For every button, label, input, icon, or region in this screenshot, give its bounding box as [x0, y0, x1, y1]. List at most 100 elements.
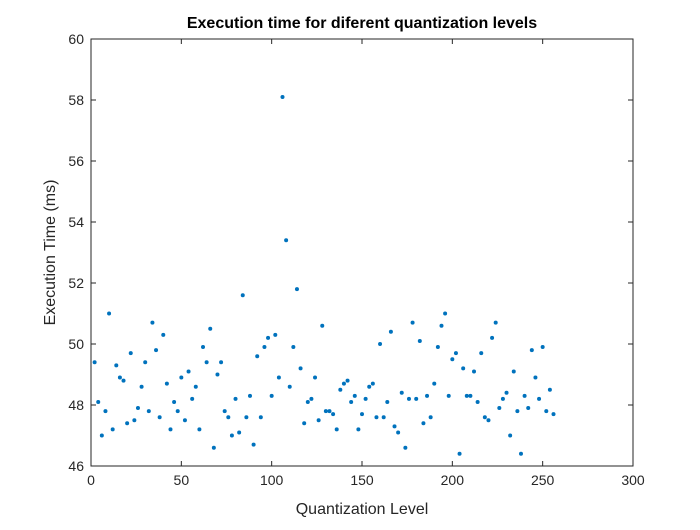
data-point: [287, 384, 292, 389]
y-tick-label: 52: [68, 275, 84, 291]
data-point: [472, 369, 477, 374]
x-tick-label: 200: [441, 472, 465, 488]
data-point: [381, 415, 386, 420]
data-point: [417, 338, 422, 343]
y-tick-label: 60: [68, 31, 84, 47]
data-point: [352, 393, 357, 398]
data-point: [298, 366, 303, 371]
data-point: [114, 363, 119, 368]
data-point: [182, 418, 187, 423]
data-point: [334, 427, 339, 432]
data-point: [143, 360, 148, 365]
data-point: [229, 433, 234, 438]
x-tick-label: 0: [87, 472, 95, 488]
data-point: [518, 451, 523, 456]
data-point: [370, 381, 375, 386]
data-point: [121, 378, 126, 383]
data-point: [146, 409, 151, 414]
data-point: [388, 329, 393, 334]
data-point: [450, 357, 455, 362]
data-point: [305, 399, 310, 404]
data-point: [269, 393, 274, 398]
data-point: [168, 427, 173, 432]
data-point: [443, 311, 448, 316]
data-point: [482, 415, 487, 420]
y-axis-ticks: 46 48 50 52 54 56 58 60: [68, 31, 633, 474]
data-point: [331, 412, 336, 417]
data-point: [435, 345, 440, 350]
data-point: [186, 369, 191, 374]
data-point: [240, 293, 245, 298]
data-point: [544, 409, 549, 414]
data-point: [154, 348, 159, 353]
data-point: [537, 396, 542, 401]
data-point: [222, 409, 227, 414]
y-tick-label: 50: [68, 336, 84, 352]
y-tick-label: 46: [68, 458, 84, 474]
data-point: [284, 238, 289, 243]
x-tick-label: 150: [350, 472, 374, 488]
data-point: [453, 351, 458, 356]
data-point: [396, 430, 401, 435]
data-point: [92, 360, 97, 365]
data-point: [103, 409, 108, 414]
data-point: [204, 360, 209, 365]
data-point: [439, 323, 444, 328]
data-point: [414, 396, 419, 401]
data-point: [327, 409, 332, 414]
data-point: [374, 415, 379, 420]
data-point: [309, 396, 314, 401]
data-point: [280, 94, 285, 99]
data-point: [468, 393, 473, 398]
data-point: [201, 345, 206, 350]
data-point: [266, 335, 271, 340]
data-point: [150, 320, 155, 325]
data-point: [432, 381, 437, 386]
data-point: [515, 409, 520, 414]
data-point: [446, 393, 451, 398]
data-point: [164, 381, 169, 386]
data-point: [425, 393, 430, 398]
data-point: [226, 415, 231, 420]
data-point: [247, 393, 252, 398]
data-point: [338, 387, 343, 392]
data-point: [323, 409, 328, 414]
data-point: [276, 375, 281, 380]
data-point: [360, 412, 364, 417]
data-point: [320, 323, 325, 328]
data-point: [399, 390, 404, 395]
chart-title: Execution time for diferent quantization…: [187, 15, 537, 32]
data-point: [522, 393, 527, 398]
data-point: [406, 396, 411, 401]
data-point: [262, 345, 267, 350]
x-tick-label: 300: [621, 472, 645, 488]
data-point: [244, 415, 249, 420]
data-point: [128, 351, 133, 356]
data-point: [215, 372, 220, 377]
data-point: [486, 418, 491, 423]
data-point: [475, 399, 480, 404]
data-point: [356, 427, 361, 432]
data-points: [92, 94, 556, 456]
y-tick-label: 54: [68, 214, 84, 230]
data-point: [403, 445, 408, 450]
y-tick-label: 56: [68, 153, 84, 169]
data-point: [511, 369, 516, 374]
data-point: [157, 415, 162, 420]
data-point: [457, 451, 462, 456]
data-point: [175, 409, 180, 414]
data-point: [529, 348, 534, 353]
data-point: [99, 433, 104, 438]
data-point: [251, 442, 256, 447]
data-point: [190, 396, 195, 401]
data-point: [493, 320, 498, 325]
data-point: [464, 393, 469, 398]
data-point: [172, 399, 177, 404]
data-point: [345, 378, 350, 383]
data-point: [96, 399, 101, 404]
data-point: [547, 387, 552, 392]
data-point: [258, 415, 263, 420]
data-point: [341, 381, 346, 386]
